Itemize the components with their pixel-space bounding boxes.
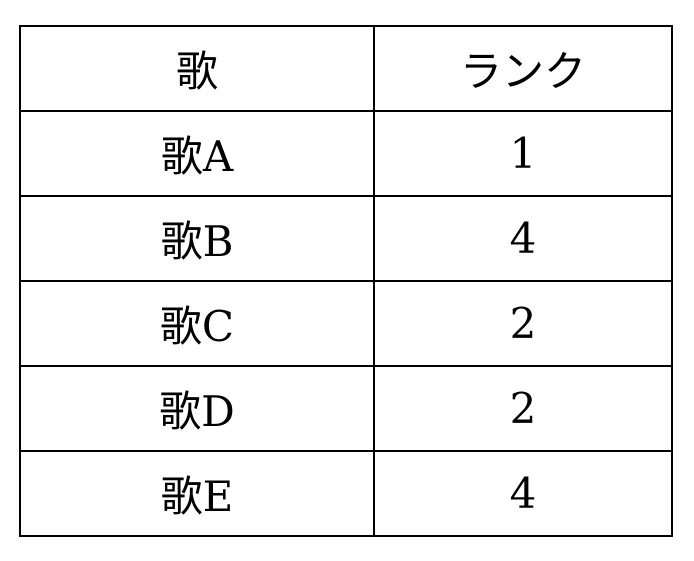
rank-cell: 1 xyxy=(374,111,672,196)
song-rank-table: 歌 ランク 歌A 1 歌B 4 歌C 2 歌D 2 歌E 4 xyxy=(19,25,673,537)
table-row: 歌B 4 xyxy=(20,196,672,281)
rank-cell: 4 xyxy=(374,451,672,536)
header-song: 歌 xyxy=(20,26,374,111)
rank-cell: 4 xyxy=(374,196,672,281)
rank-cell: 2 xyxy=(374,281,672,366)
table-row: 歌C 2 xyxy=(20,281,672,366)
song-cell: 歌E xyxy=(20,451,374,536)
table-row: 歌A 1 xyxy=(20,111,672,196)
table-row: 歌E 4 xyxy=(20,451,672,536)
song-cell: 歌A xyxy=(20,111,374,196)
song-cell: 歌C xyxy=(20,281,374,366)
rank-cell: 2 xyxy=(374,366,672,451)
song-cell: 歌D xyxy=(20,366,374,451)
header-rank: ランク xyxy=(374,26,672,111)
song-cell: 歌B xyxy=(20,196,374,281)
table-row: 歌D 2 xyxy=(20,366,672,451)
header-row: 歌 ランク xyxy=(20,26,672,111)
